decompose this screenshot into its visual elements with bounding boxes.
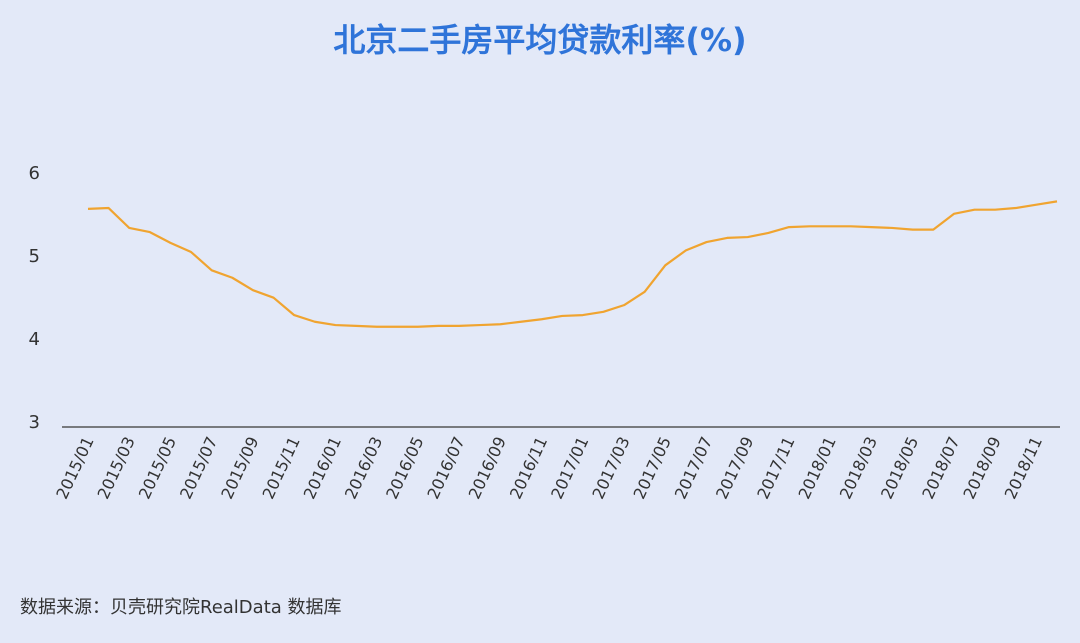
x-tick-label: 2017/05 — [630, 434, 675, 502]
y-tick-label: 6 — [29, 163, 40, 184]
x-tick-label: 2015/01 — [52, 434, 97, 502]
x-tick-label: 2015/07 — [176, 434, 221, 502]
x-tick-label: 2015/05 — [135, 434, 180, 502]
x-tick-label: 2016/05 — [382, 434, 427, 502]
x-tick-label: 2015/03 — [94, 434, 139, 502]
x-tick-label: 2016/03 — [341, 434, 386, 502]
y-tick-label: 4 — [29, 329, 40, 350]
x-tick-label: 2018/07 — [918, 434, 963, 502]
x-tick-label: 2017/07 — [671, 434, 716, 502]
x-tick-label: 2017/01 — [547, 434, 592, 502]
x-tick-label: 2017/11 — [753, 434, 798, 502]
x-tick-label: 2016/07 — [423, 434, 468, 502]
x-tick-label: 2015/11 — [258, 434, 303, 502]
y-tick-label: 3 — [29, 412, 40, 433]
chart-title: 北京二手房平均贷款利率(%) — [333, 21, 746, 59]
x-tick-label: 2018/05 — [877, 434, 922, 502]
x-tick-label: 2017/03 — [588, 434, 633, 502]
data-line — [87, 200, 1058, 328]
x-tick-label: 2017/09 — [712, 434, 757, 502]
x-tick-label: 2018/01 — [795, 434, 840, 502]
x-tick-label: 2016/09 — [465, 434, 510, 502]
x-tick-label: 2018/09 — [959, 434, 1004, 502]
x-tick-label: 2018/03 — [836, 434, 881, 502]
x-tick-label: 2015/09 — [217, 434, 262, 502]
source-note: 数据来源：贝壳研究院RealData 数据库 — [20, 597, 342, 618]
y-tick-label: 5 — [29, 246, 40, 267]
x-tick-label: 2016/01 — [300, 434, 345, 502]
x-tick-label: 2016/11 — [506, 434, 551, 502]
x-tick-label: 2018/11 — [1001, 434, 1046, 502]
